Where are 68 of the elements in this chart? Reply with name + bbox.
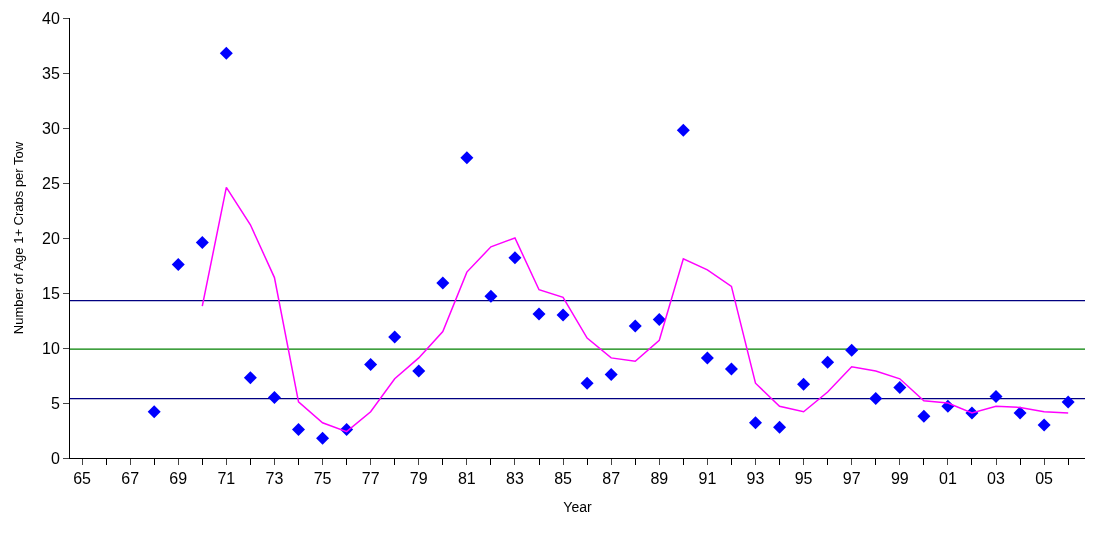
point (821, 355, 835, 369)
point (1037, 418, 1051, 432)
point (436, 276, 450, 290)
x-tick-label: 65 (73, 470, 92, 488)
y-axis-title: Number of Age 1+ Crabs per Tow (10, 141, 26, 335)
y-tick-label: 30 (42, 119, 60, 137)
point (219, 46, 233, 60)
x-tick-label: 75 (313, 470, 332, 488)
y-tick-label: 15 (42, 284, 60, 302)
point (845, 343, 859, 357)
x-tick-label: 03 (987, 470, 1006, 488)
y-tick-label: 25 (42, 174, 60, 192)
x-tick-label: 83 (506, 470, 524, 488)
point (532, 307, 546, 321)
point (676, 123, 690, 137)
point (797, 377, 811, 391)
y-tick-label: 0 (50, 449, 60, 467)
point (147, 405, 161, 419)
x-tick-label: 87 (602, 470, 621, 488)
point (893, 381, 907, 395)
point (652, 312, 666, 326)
x-tick-label: 81 (457, 470, 476, 488)
point (388, 330, 402, 344)
x-tick-label: 97 (842, 470, 861, 488)
x-tick-label: 01 (939, 470, 957, 488)
point (580, 376, 594, 390)
x-tick-label: 89 (650, 470, 669, 488)
y-tick-label: 40 (42, 9, 60, 27)
point (267, 391, 281, 404)
point (748, 416, 762, 430)
x-tick-label: 79 (409, 470, 428, 488)
point (869, 392, 883, 406)
point (484, 289, 498, 303)
point (628, 319, 642, 333)
y-tick-label: 35 (42, 64, 60, 82)
point (412, 364, 426, 378)
point (700, 351, 714, 365)
point (364, 358, 378, 371)
x-tick-label: 05 (1035, 470, 1054, 488)
point (604, 367, 618, 381)
x-tick-label: 91 (698, 470, 717, 488)
point (292, 422, 305, 436)
point (195, 235, 209, 249)
point (917, 409, 931, 423)
x-tick-label: 77 (361, 470, 380, 488)
point (243, 371, 257, 385)
y-tick-label: 10 (42, 339, 60, 357)
point (1013, 406, 1027, 420)
x-tick-label: 69 (169, 470, 188, 488)
x-tick-label: 85 (554, 470, 573, 488)
x-tick-label: 73 (265, 470, 284, 488)
y-tick-label: 20 (42, 229, 60, 247)
point (460, 151, 474, 165)
x-tick-label: 95 (794, 470, 813, 488)
point (556, 308, 570, 322)
point (773, 420, 787, 434)
y-tick-label: 5 (50, 394, 60, 412)
x-tick-label: 99 (890, 470, 909, 488)
point (316, 431, 330, 445)
point (1061, 395, 1075, 409)
point (171, 257, 185, 271)
x-tick-label: 93 (746, 470, 765, 488)
point (724, 362, 738, 376)
point (508, 251, 522, 265)
x-axis-title: Year (563, 498, 592, 515)
x-tick-label: 71 (217, 470, 236, 488)
point (989, 389, 1003, 403)
x-tick-label: 67 (121, 470, 140, 488)
